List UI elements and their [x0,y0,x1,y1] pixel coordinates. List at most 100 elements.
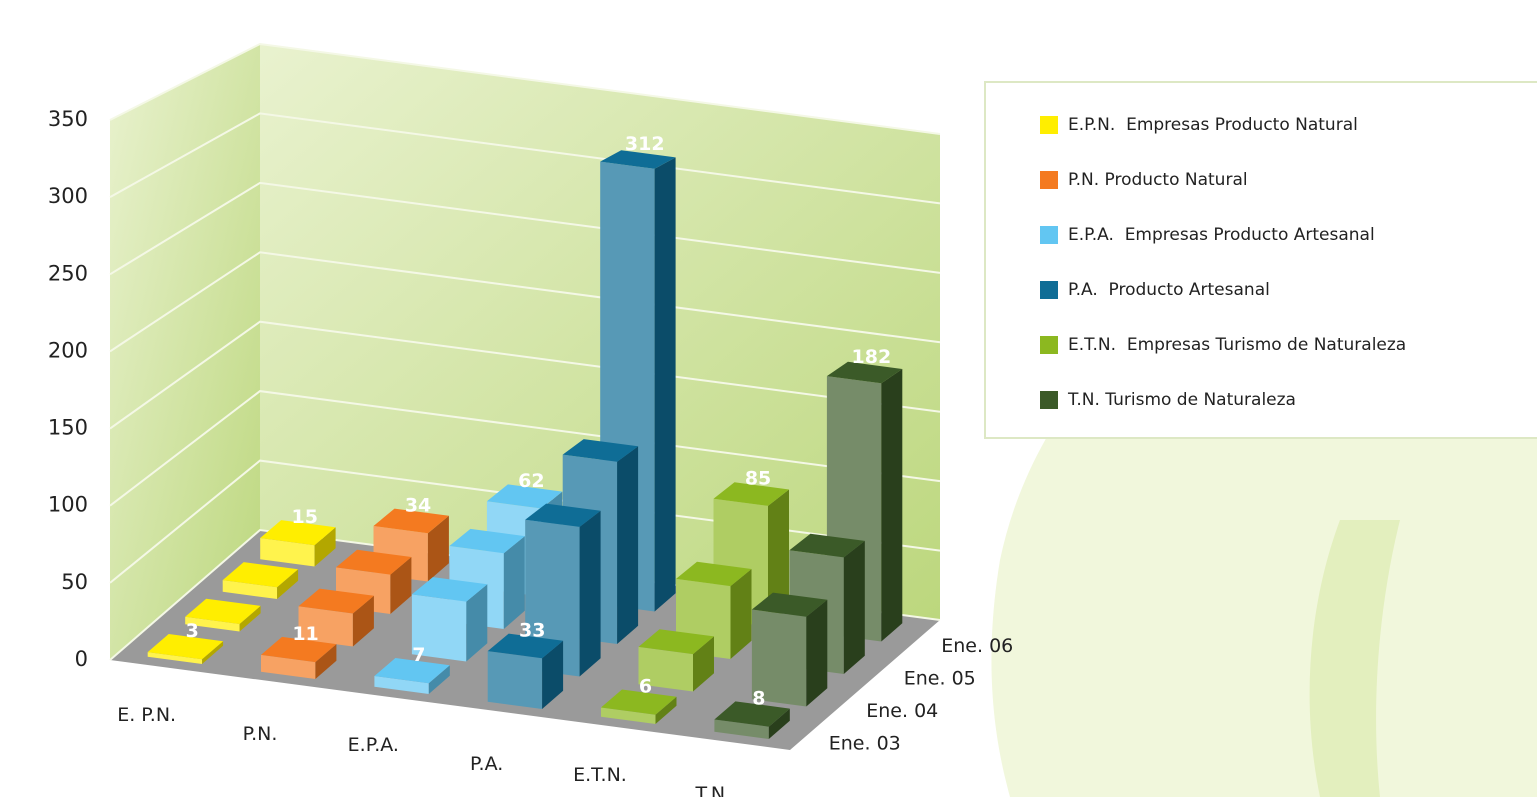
bar-side [277,569,299,599]
bar-front [374,676,429,694]
bar-side [768,489,789,627]
plot-area: 0 50 100 150 200 250 300 350 E. P.N. P.N. E.P.A. P.… [48,42,1013,801]
x-tick-label: P.A. [470,753,503,775]
y-tick-label: 250 [48,261,88,285]
legend-swatch [1040,391,1058,409]
data-label: 182 [852,346,892,368]
bar-front [185,616,240,632]
data-label: 11 [292,623,318,645]
bar-top [373,508,449,534]
bar-side [843,540,865,674]
bar-top [260,520,336,546]
bar [411,577,488,662]
depth-tick-label: Ene. 04 [866,700,938,722]
bar-side [693,636,714,692]
bar-top [298,588,374,614]
legend-label: P.N. Producto Natural [1068,170,1248,190]
bar-side [466,584,488,662]
bar-side [202,641,224,664]
back-wall [260,44,940,620]
bar-side [503,536,525,629]
bar-front [261,654,316,679]
bar-top [751,592,828,617]
data-label: 85 [745,467,771,489]
legend-label: T.N. Turismo de Naturaleza [1067,390,1296,410]
grid-line [109,112,941,205]
bar [714,701,790,739]
bar-side [314,527,336,567]
y-tick-label: 300 [48,184,88,208]
data-label: 3 [186,620,199,642]
bar-top [525,503,601,527]
bar-top [261,636,337,663]
grid-line [109,42,941,135]
x-tick-label: E. P.N. [117,704,176,726]
bar [638,629,714,692]
bar-side [655,696,677,724]
data-label: 312 [625,133,665,155]
bar-front [147,652,203,664]
bar-top [713,482,789,506]
bar-top [411,577,488,602]
bar [751,592,828,707]
bar-front [601,707,656,724]
x-tick-label: E.P.A. [348,734,399,756]
bar-top [222,562,299,588]
bar-side [352,595,374,647]
y-tick-label: 350 [48,107,88,131]
legend-swatch [1040,281,1058,299]
legend-swatch [1040,116,1058,134]
bar [374,658,450,694]
grid-line [109,251,941,353]
bar-side [579,510,601,677]
data-label: 6 [639,676,652,698]
bar-front [751,609,807,707]
legend-label: P.A. Producto Artesanal [1068,280,1270,300]
depth-tick-label: Ene. 05 [904,667,976,689]
x-tick-label: P.N. [243,723,278,745]
bar-top [562,439,639,462]
bar-top [789,533,865,558]
bar-side [427,515,449,582]
bar [601,689,677,724]
bar-front [487,651,543,709]
bar-top [601,689,677,715]
bar-top [486,484,563,509]
bar [261,636,337,679]
bar-side [806,599,828,707]
y-tick-label: 150 [48,416,88,440]
x-tick-label: E.T.N. [573,764,627,786]
bar [298,588,374,647]
y-tick-label: 100 [48,493,88,517]
legend-swatch [1040,336,1058,354]
bar-top [826,361,903,384]
bar-front [260,538,315,567]
bar-side [315,644,337,679]
y-tick-label: 0 [75,647,88,671]
y-tick-label: 200 [48,338,88,362]
side-wall [110,44,260,660]
bar-side [428,665,450,694]
grid-line [109,181,941,276]
y-tick-label: 50 [61,570,88,594]
legend-label: E.P.N. Empresas Producto Natural [1068,115,1358,135]
grid-line [109,459,941,584]
bar-front [222,580,278,599]
bar-front [638,646,693,692]
legend-label: E.T.N. Empresas Turismo de Naturaleza [1068,335,1406,355]
depth-tick-label: Ene. 06 [941,635,1013,657]
bar-top [676,561,752,587]
bar-side [542,640,564,709]
legend: E.P.N. Empresas Producto Natural P.N. Pro… [1040,115,1406,410]
bar [525,503,601,677]
bar-side [617,446,639,644]
bar-side [654,157,676,612]
bar-side [390,557,412,614]
bar [336,549,412,614]
bar [147,634,224,664]
bar-side [730,569,752,659]
bar-front [525,519,580,677]
data-label: 62 [518,470,544,492]
bar [260,520,336,567]
